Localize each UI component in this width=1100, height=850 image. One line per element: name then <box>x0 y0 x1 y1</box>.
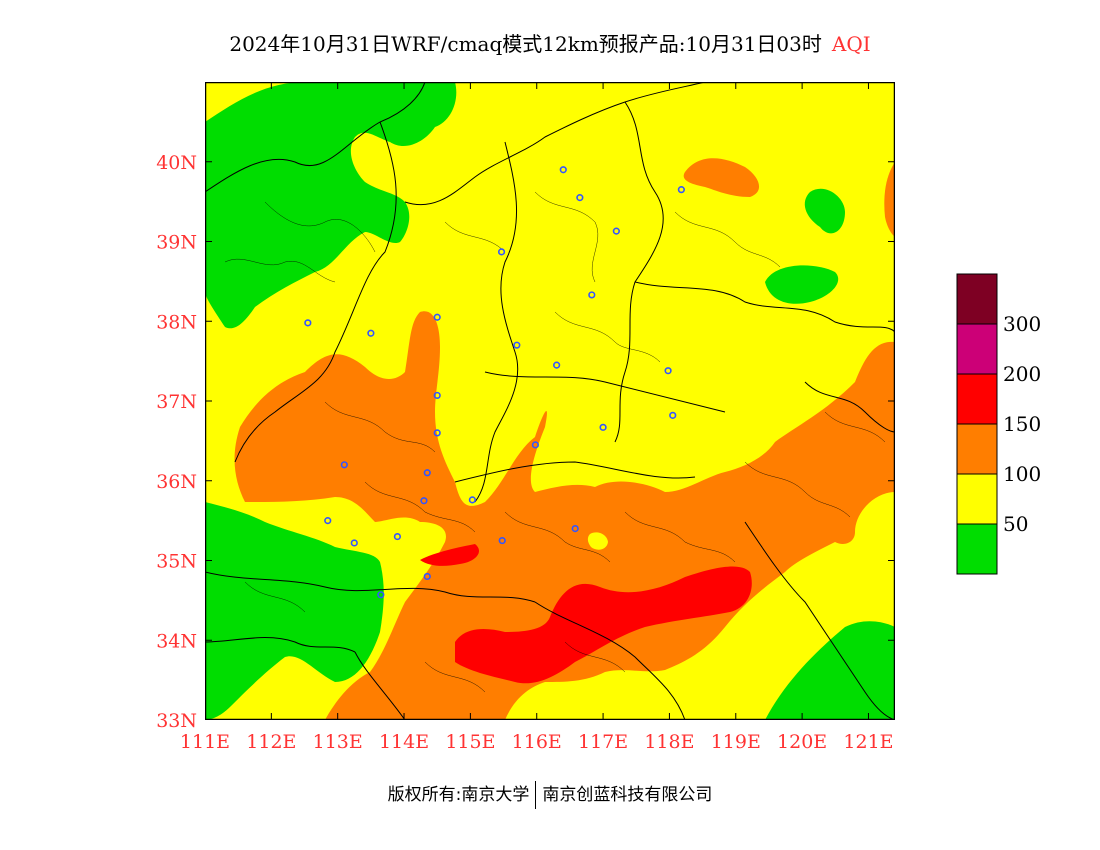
city-marker-20 <box>420 497 428 505</box>
copyright-left: 版权所有:南京大学 <box>387 785 530 805</box>
y-tick-label-4: 37N <box>156 391 197 413</box>
aqi-zone-lt50-east-1 <box>804 188 845 234</box>
y-tick-label-2: 35N <box>156 551 197 573</box>
legend-label-150: 150 <box>1003 412 1041 436</box>
x-tick-label-1: 112E <box>246 731 296 753</box>
city-marker-5 <box>588 291 596 299</box>
county-boundaries <box>224 191 886 693</box>
aqi-map <box>205 82 895 720</box>
legend-swatch-1 <box>956 323 998 375</box>
y-tick-label-0: 33N <box>156 710 197 732</box>
city-markers <box>304 166 685 599</box>
y-tick-label-6: 39N <box>156 232 197 254</box>
city-marker-12 <box>433 391 441 400</box>
city-marker-3 <box>677 186 685 194</box>
x-tick-label-2: 113E <box>313 731 363 753</box>
city-marker-24 <box>498 536 506 545</box>
city-marker-14 <box>599 423 607 431</box>
title-main: 2024年10月31日WRF/cmaq模式12km预报产品:10月31日03时 <box>229 32 822 56</box>
x-tick-label-10: 121E <box>843 731 893 753</box>
legend-label-300: 300 <box>1003 312 1041 336</box>
x-tick-label-9: 120E <box>777 731 827 753</box>
aqi-zone-100-150-main <box>234 311 895 720</box>
x-tick-label-7: 118E <box>644 731 694 753</box>
legend-label-100: 100 <box>1003 462 1041 486</box>
aqi-zone-lt50-west <box>205 502 384 720</box>
province-boundaries <box>205 82 895 720</box>
city-marker-27 <box>377 591 385 599</box>
aqi-zone-lt50-southeast <box>765 621 895 720</box>
map-frame-border <box>205 82 895 720</box>
x-tick-label-4: 115E <box>445 731 495 753</box>
city-marker-11 <box>664 367 672 375</box>
city-marker-17 <box>340 461 348 469</box>
x-tick-label-0: 111E <box>180 731 230 753</box>
city-marker-7 <box>367 329 375 337</box>
title-variable: AQI <box>831 32 871 56</box>
map-axes <box>205 82 895 720</box>
legend-swatch-4 <box>956 473 998 525</box>
map-title: 2024年10月31日WRF/cmaq模式12km预报产品:10月31日03时 A… <box>0 28 1100 57</box>
city-marker-22 <box>571 525 579 533</box>
city-marker-6 <box>304 319 312 327</box>
legend-label-200: 200 <box>1003 362 1041 386</box>
city-marker-23 <box>393 532 402 541</box>
city-marker-2 <box>612 227 620 235</box>
aqi-zone-100-150-northeast <box>683 158 760 197</box>
city-marker-10 <box>553 361 561 369</box>
legend-swatch-0 <box>956 273 998 325</box>
city-marker-9 <box>513 341 521 349</box>
x-tick-label-8: 119E <box>711 731 761 753</box>
x-tick-label-5: 116E <box>512 731 562 753</box>
legend-label-50: 50 <box>1003 512 1028 536</box>
legend-swatch-2 <box>956 373 998 425</box>
city-marker-18 <box>423 469 431 477</box>
city-marker-21 <box>324 517 332 525</box>
y-tick-label-7: 40N <box>156 152 197 174</box>
aqi-zone-lt50-northwest <box>205 82 457 329</box>
copyright-footer: 版权所有:南京大学 南京创蓝科技有限公司 <box>0 780 1100 809</box>
city-marker-1 <box>576 194 584 202</box>
city-marker-16 <box>531 441 540 449</box>
city-marker-13 <box>669 411 677 419</box>
city-marker-0 <box>559 166 567 174</box>
y-tick-label-5: 38N <box>156 311 197 333</box>
city-marker-25 <box>350 539 358 547</box>
city-marker-19 <box>468 496 476 504</box>
aqi-zone-150-200 <box>455 566 752 684</box>
aqi-hole-yellow <box>587 532 608 550</box>
city-marker-4 <box>497 248 506 256</box>
city-marker-8 <box>433 313 441 321</box>
copyright-separator <box>535 781 537 809</box>
x-tick-label-6: 117E <box>578 731 628 753</box>
y-tick-label-1: 34N <box>156 630 197 652</box>
x-tick-label-3: 114E <box>379 731 429 753</box>
aqi-zone-100-150-east-edge <box>884 162 895 237</box>
copyright-right: 南京创蓝科技有限公司 <box>542 785 713 805</box>
city-marker-26 <box>423 572 431 581</box>
map-canvas <box>205 82 895 720</box>
legend-swatch-3 <box>956 423 998 475</box>
y-tick-label-3: 36N <box>156 471 197 493</box>
aqi-zone-150-200-small <box>420 544 480 566</box>
aqi-zone-lt50-east-2 <box>765 265 839 304</box>
city-marker-15 <box>433 429 441 437</box>
legend-swatch-5 <box>956 523 998 575</box>
